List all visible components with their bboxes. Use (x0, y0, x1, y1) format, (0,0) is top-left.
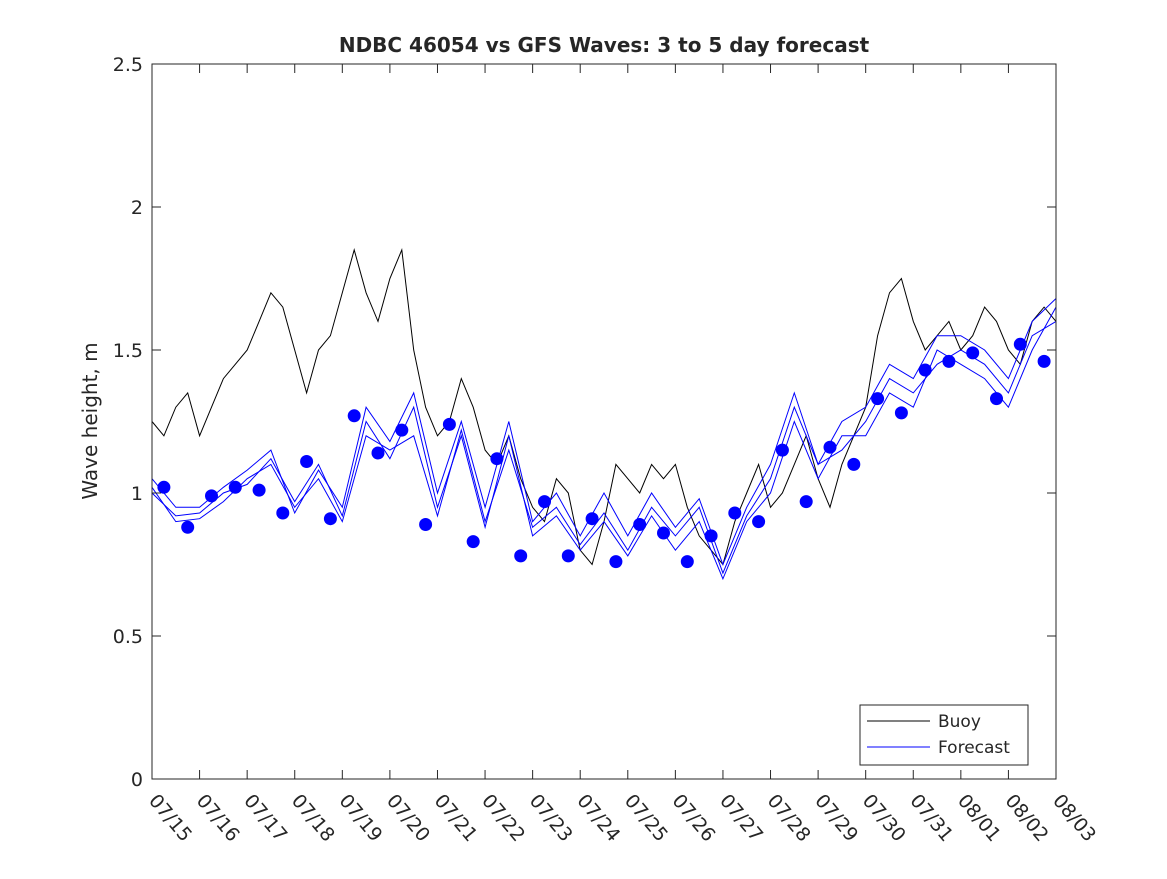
forecast-point (894, 406, 908, 420)
forecast-point (990, 392, 1003, 406)
plot-area (152, 64, 1056, 779)
forecast-point (300, 455, 314, 468)
y-tick-label: 0 (131, 769, 143, 791)
forecast-point (775, 443, 789, 457)
y-tick-label: 1.5 (113, 340, 143, 362)
forecast-line-3 (151, 298, 1057, 566)
forecast-point (514, 549, 528, 563)
legend-forecast-label: Forecast (938, 738, 1010, 758)
forecast-point (823, 440, 837, 454)
forecast-point (323, 512, 337, 526)
forecast-point (442, 417, 456, 431)
forecast-point (490, 452, 504, 466)
forecast-point (966, 346, 980, 360)
chart-title: NDBC 46054 vs GFS Waves: 3 to 5 day fore… (339, 33, 870, 57)
y-tick-label: 1 (131, 483, 143, 505)
forecast-point (228, 480, 242, 494)
forecast-point (538, 495, 551, 509)
axes-box (151, 63, 1057, 780)
forecast-point (205, 489, 218, 503)
series-layer (151, 247, 1057, 581)
y-axis-label: Wave height, m (78, 342, 102, 499)
forecast-point (799, 495, 813, 509)
forecast-point (157, 480, 171, 494)
legend-box (859, 704, 1029, 766)
forecast-point (252, 483, 266, 497)
forecast-point (561, 549, 575, 563)
forecast-point (466, 535, 480, 549)
forecast-point (847, 457, 861, 471)
forecast-point (1013, 337, 1027, 351)
forecast-point (918, 363, 932, 377)
y-tick-label: 0.5 (113, 626, 143, 648)
forecast-point (585, 512, 599, 526)
forecast-line-2 (151, 306, 1057, 581)
legend: Buoy Forecast (859, 704, 1029, 766)
forecast-point (752, 515, 766, 529)
forecast-point (395, 423, 409, 437)
forecast-point (276, 506, 290, 520)
legend-buoy-label: Buoy (938, 712, 981, 732)
forecast-point (1037, 354, 1051, 368)
forecast-point (942, 354, 956, 368)
y-tick-label: 2 (131, 197, 143, 219)
forecast-point (633, 518, 647, 531)
forecast-point (871, 392, 885, 406)
forecast-point (657, 526, 670, 540)
forecast-point (704, 529, 718, 543)
forecast-point (609, 555, 623, 569)
forecast-point (181, 520, 195, 534)
forecast-point (347, 409, 361, 423)
forecast-point (680, 555, 694, 569)
forecast-point (419, 518, 433, 531)
y-tick-label: 2.5 (113, 54, 143, 76)
forecast-point (728, 506, 742, 520)
forecast-point (371, 446, 385, 460)
